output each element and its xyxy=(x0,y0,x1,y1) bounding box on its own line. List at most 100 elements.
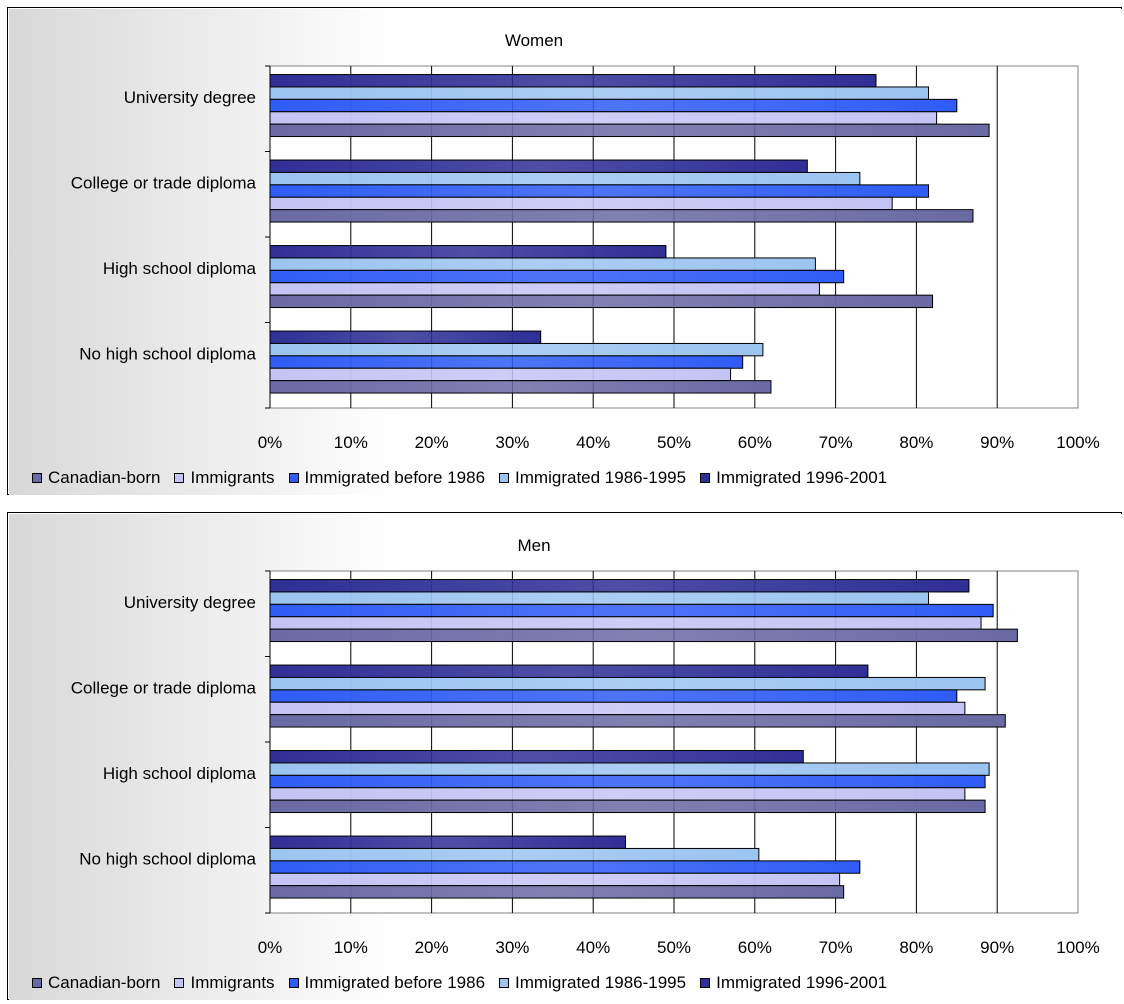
women-x-tick-label: 60% xyxy=(738,433,772,452)
women-legend-label: Immigrated before 1986 xyxy=(304,468,486,487)
men-bar-canadian-born-college-or-trade-diploma xyxy=(269,714,1006,728)
men-legend-item-immigrated-1996-2001: Immigrated 1996-2001 xyxy=(700,973,887,993)
women-legend-swatch xyxy=(700,473,711,483)
women-bar-immigrated-before-1986-no-high-school-diploma xyxy=(269,355,744,369)
men-bar-immigrated-1996-2001-high-school-diploma xyxy=(269,750,804,764)
women-legend-label: Immigrants xyxy=(190,468,275,487)
women-bar-immigrated-1996-2001-high-school-diploma xyxy=(269,245,667,259)
men-legend-swatch xyxy=(700,978,711,988)
women-category-label: High school diploma xyxy=(103,259,257,278)
women-legend-item-immigrated-1986-1995: Immigrated 1986-1995 xyxy=(499,468,686,488)
men-bar-immigrated-1996-2001-college-or-trade-diploma xyxy=(269,664,869,678)
men-bar-immigrants-college-or-trade-diploma xyxy=(269,701,966,716)
women-bar-immigrated-1986-1995-college-or-trade-diploma xyxy=(269,171,861,186)
women-x-tick-label: 40% xyxy=(576,433,610,452)
men-x-tick-label: 50% xyxy=(657,938,691,957)
men-chart-title: Men xyxy=(517,536,550,555)
men-legend-swatch xyxy=(32,978,42,988)
men-chart: Men 0% 10% 20% 30% 40% 50% 60% 70% 80% 90% 100% Univ… xyxy=(9,514,1122,1000)
women-bar-immigrants-university-degree xyxy=(269,111,938,125)
women-x-tick-label: 90% xyxy=(980,433,1014,452)
men-bar-immigrated-1986-1995-high-school-diploma xyxy=(269,762,990,776)
women-x-tick-label: 100% xyxy=(1056,433,1099,452)
women-bar-canadian-born-no-high-school-diploma xyxy=(269,380,772,394)
men-bar-immigrated-1996-2001-no-high-school-diploma xyxy=(269,835,627,849)
men-x-tick-label: 10% xyxy=(334,938,368,957)
women-legend-label: Immigrated 1996-2001 xyxy=(716,468,888,487)
women-category-label: No high school diploma xyxy=(79,344,256,363)
women-x-tick-label: 20% xyxy=(415,433,449,452)
men-legend-label: Immigrants xyxy=(190,973,275,992)
women-bar-immigrants-college-or-trade-diploma xyxy=(269,196,893,211)
men-legend-label: Immigrated 1986-1995 xyxy=(515,973,687,992)
women-legend-item-canadian-born: Canadian-born xyxy=(32,468,160,488)
women-legend-swatch xyxy=(499,473,510,483)
women-legend: Canadian-born Immigrants Immigrated before… xyxy=(32,468,901,488)
women-category-label: University degree xyxy=(124,88,256,107)
men-category-label: No high school diploma xyxy=(79,849,256,868)
women-bar-immigrants-high-school-diploma xyxy=(269,282,820,296)
women-x-tick-label: 50% xyxy=(657,433,691,452)
men-legend-label: Immigrated before 1986 xyxy=(304,973,486,992)
women-bar-immigrated-before-1986-college-or-trade-diploma xyxy=(269,184,930,198)
men-x-tick-label: 70% xyxy=(819,938,853,957)
women-bar-immigrated-1996-2001-no-high-school-diploma xyxy=(269,330,542,344)
women-bar-immigrated-1996-2001-college-or-trade-diploma xyxy=(269,159,808,173)
women-legend-item-immigrants: Immigrants xyxy=(174,468,275,488)
men-x-tick-label: 20% xyxy=(415,938,449,957)
men-bar-immigrated-1996-2001-university-degree xyxy=(269,579,970,593)
men-bar-immigrated-1986-1995-no-high-school-diploma xyxy=(269,847,760,862)
men-bar-immigrated-1986-1995-college-or-trade-diploma xyxy=(269,676,986,691)
women-legend-swatch xyxy=(174,473,185,483)
women-x-tick-label: 80% xyxy=(899,433,933,452)
men-legend-item-canadian-born: Canadian-born xyxy=(32,973,160,993)
women-bar-immigrated-1986-1995-high-school-diploma xyxy=(269,257,816,271)
women-bar-immigrated-before-1986-high-school-diploma xyxy=(269,269,845,284)
men-bar-immigrated-1986-1995-university-degree xyxy=(269,591,930,605)
men-x-tick-label: 30% xyxy=(495,938,529,957)
men-legend-item-immigrants: Immigrants xyxy=(174,973,275,993)
men-bar-canadian-born-university-degree xyxy=(269,628,1018,643)
men-x-tick-label: 90% xyxy=(980,938,1014,957)
men-category-label: University degree xyxy=(124,593,256,612)
men-chart-panel: Men 0% 10% 20% 30% 40% 50% 60% 70% 80% 90% 100% Univ… xyxy=(7,512,1122,1000)
women-bar-immigrated-1986-1995-no-high-school-diploma xyxy=(269,342,764,357)
men-legend: Canadian-born Immigrants Immigrated before… xyxy=(32,973,901,993)
men-bar-immigrated-before-1986-college-or-trade-diploma xyxy=(269,689,958,703)
women-legend-item-immigrated-1996-2001: Immigrated 1996-2001 xyxy=(700,468,887,488)
men-category-label: College or trade diploma xyxy=(71,678,257,697)
women-bar-canadian-born-college-or-trade-diploma xyxy=(269,209,974,223)
men-x-tick-label: 60% xyxy=(738,938,772,957)
women-x-tick-label: 10% xyxy=(334,433,368,452)
women-x-tick-label: 30% xyxy=(495,433,529,452)
men-bar-immigrated-before-1986-university-degree xyxy=(269,603,994,618)
women-category-label: College or trade diploma xyxy=(71,173,257,192)
women-legend-item-immigrated-before-1986: Immigrated before 1986 xyxy=(288,468,486,488)
women-chart: Women 0% 10% 20% 30% 40% 50% 60% 70% 80% 90% 100% Un… xyxy=(9,9,1122,495)
women-x-tick-label: 0% xyxy=(258,433,283,452)
women-bar-canadian-born-university-degree xyxy=(269,123,990,138)
men-legend-item-immigrated-before-1986: Immigrated before 1986 xyxy=(288,973,486,993)
men-bar-immigrated-before-1986-high-school-diploma xyxy=(269,774,986,789)
men-bar-canadian-born-no-high-school-diploma xyxy=(269,885,845,899)
men-bar-canadian-born-high-school-diploma xyxy=(269,799,986,814)
women-legend-swatch xyxy=(32,473,42,483)
men-legend-label: Immigrated 1996-2001 xyxy=(716,973,888,992)
women-legend-label: Canadian-born xyxy=(48,468,161,487)
men-legend-item-immigrated-1986-1995: Immigrated 1986-1995 xyxy=(499,973,686,993)
women-bar-canadian-born-high-school-diploma xyxy=(269,294,934,309)
men-bar-immigrants-no-high-school-diploma xyxy=(269,872,841,887)
men-x-tick-label: 0% xyxy=(258,938,283,957)
women-bar-immigrated-before-1986-university-degree xyxy=(269,98,958,113)
men-bar-immigrants-high-school-diploma xyxy=(269,787,966,801)
men-category-label: High school diploma xyxy=(103,764,257,783)
women-chart-title: Women xyxy=(505,31,563,50)
men-bar-immigrated-before-1986-no-high-school-diploma xyxy=(269,860,861,874)
women-bar-immigrants-no-high-school-diploma xyxy=(269,367,732,382)
men-legend-swatch xyxy=(288,978,299,988)
women-x-tick-label: 70% xyxy=(819,433,853,452)
men-bar-immigrants-university-degree xyxy=(269,616,982,630)
women-bar-immigrated-1996-2001-university-degree xyxy=(269,74,877,88)
women-legend-label: Immigrated 1986-1995 xyxy=(515,468,687,487)
men-legend-label: Canadian-born xyxy=(48,973,161,992)
